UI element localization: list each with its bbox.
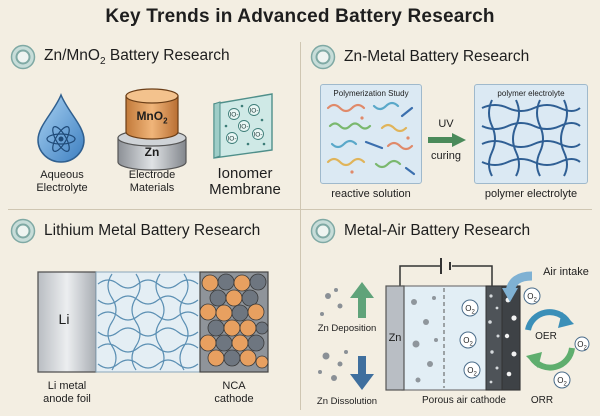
polymer-electrolyte-caption: polymer electrolyte	[484, 188, 578, 200]
heading-text: Zn-Metal Battery Research	[344, 48, 530, 65]
heading-text: Lithium Metal Battery Research	[44, 222, 261, 239]
water-drop-icon	[37, 93, 85, 163]
svg-text:IO-: IO-	[239, 124, 248, 131]
o2-label-3: O2	[467, 366, 477, 378]
ionomer-membrane-label: Ionomer Membrane	[209, 165, 281, 198]
o2-label-2: O2	[463, 336, 473, 348]
mno2-label: MnO2	[136, 109, 168, 126]
zn-deposition-label: Zn Deposition	[317, 323, 377, 334]
section-heading-zn-metal: Zn-Metal Battery Research	[310, 44, 529, 70]
svg-text:IO-: IO-	[229, 112, 238, 119]
page-title: Key Trends in Advanced Battery Research	[105, 6, 495, 27]
lithium-cell-diagram	[37, 271, 269, 373]
o2-label-6: O2	[557, 376, 567, 388]
heading-subscript: 2	[99, 56, 106, 68]
zn-anode-label: Zn	[388, 332, 402, 344]
ring-icon	[310, 218, 336, 244]
metal-air-cell-diagram	[318, 258, 590, 391]
electrode-stack-icon	[117, 88, 187, 171]
air-intake-label: Air intake	[543, 266, 589, 278]
section-heading-metal-air: Metal-Air Battery Research	[310, 218, 530, 244]
heading-text: Metal-Air Battery Research	[344, 222, 531, 239]
heading-text: Zn/MnO	[44, 46, 100, 64]
polymerization-study-title: Polymerization Study	[333, 89, 409, 98]
aqueous-electrolyte-label: Aqueous Electrolyte	[36, 169, 88, 194]
monomer-strands	[326, 101, 416, 176]
uv-curing-arrow	[428, 133, 466, 147]
li-anode-caption: Li metal anode foil	[43, 380, 91, 405]
electrode-materials-label: Electrode Materials	[128, 169, 176, 194]
oer-label: OER	[535, 331, 557, 342]
zn-dissolution-label: Zn Dissolution	[316, 396, 378, 407]
li-label: Li	[58, 311, 70, 327]
reactive-solution-panel	[320, 84, 422, 184]
uv-label: UV	[438, 118, 454, 130]
orr-label: ORR	[530, 395, 554, 406]
nca-cathode-caption: NCA cathode	[214, 380, 254, 405]
section-heading-zn-mno2: Zn/MnO2 Battery Research	[10, 44, 230, 70]
ring-icon	[310, 44, 336, 70]
polymer-electrolyte-title: polymer electrolyte	[497, 89, 565, 98]
reactive-solution-caption: reactive solution	[331, 188, 411, 200]
porous-air-cathode-label: Porous air cathode	[422, 395, 506, 406]
zn-electrode-label: Zn	[144, 145, 160, 159]
ring-icon	[10, 44, 36, 70]
curing-label: curing	[431, 150, 461, 162]
o2-label-1: O2	[465, 304, 475, 316]
membrane-icon: IO- IO- IO- IO- IO-	[213, 93, 273, 159]
section-heading-lithium: Lithium Metal Battery Research	[10, 218, 260, 244]
polymer-network	[481, 99, 581, 177]
ring-icon	[10, 218, 36, 244]
svg-text:IO-: IO-	[253, 132, 262, 139]
svg-text:IO-: IO-	[249, 108, 258, 115]
o2-label-4: O2	[527, 292, 537, 304]
divider-vertical	[300, 42, 301, 410]
polymer-electrolyte-panel	[474, 84, 588, 184]
heading-tail: Battery Research	[105, 46, 230, 64]
svg-text:IO-: IO-	[227, 136, 236, 143]
o2-label-5: O2	[577, 340, 587, 352]
